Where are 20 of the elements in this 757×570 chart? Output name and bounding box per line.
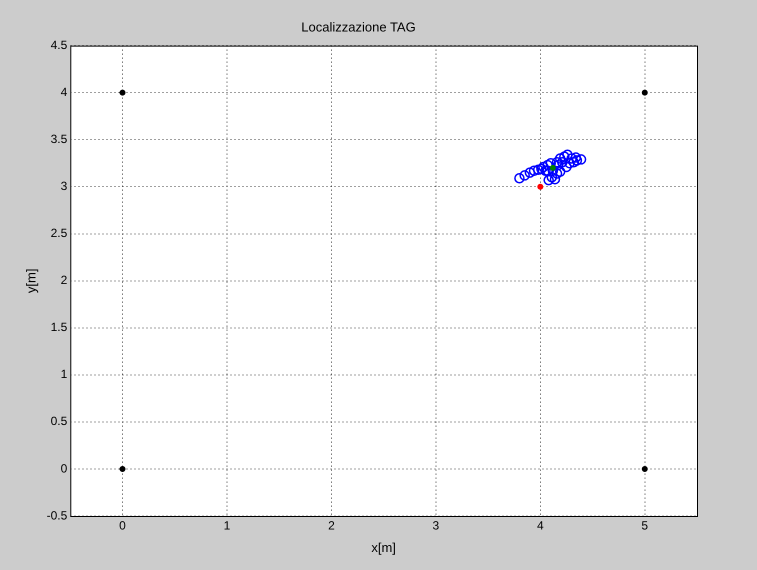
y-tick-label: 3	[60, 179, 68, 194]
x-tick-label: 4	[536, 518, 544, 533]
y-tick-label: 1.5	[50, 320, 68, 334]
x-tick-label: 2	[328, 518, 336, 533]
x-tick-label: 1	[224, 518, 231, 533]
y-axis-title: y[m]	[23, 268, 38, 294]
y-tick-label: 4	[60, 84, 68, 99]
y-tick-label: 0	[60, 461, 68, 476]
y-tick-label: 2	[60, 273, 68, 288]
y-tick-label: -0.5	[46, 508, 68, 522]
x-tick-label: 5	[641, 518, 648, 533]
y-tick-label: 4.5	[50, 38, 68, 52]
y-tick-label: 2.5	[50, 226, 68, 240]
chart-title: Localizzazione TAG	[301, 19, 416, 34]
x-tick-label: 3	[432, 518, 440, 533]
x-axis-title: x[m]	[371, 540, 396, 555]
y-tick-label: 1	[60, 367, 68, 382]
x-tick-label: 0	[119, 518, 126, 533]
y-tick-label: 0.5	[50, 414, 68, 428]
y-tick-label: 3.5	[50, 132, 68, 146]
